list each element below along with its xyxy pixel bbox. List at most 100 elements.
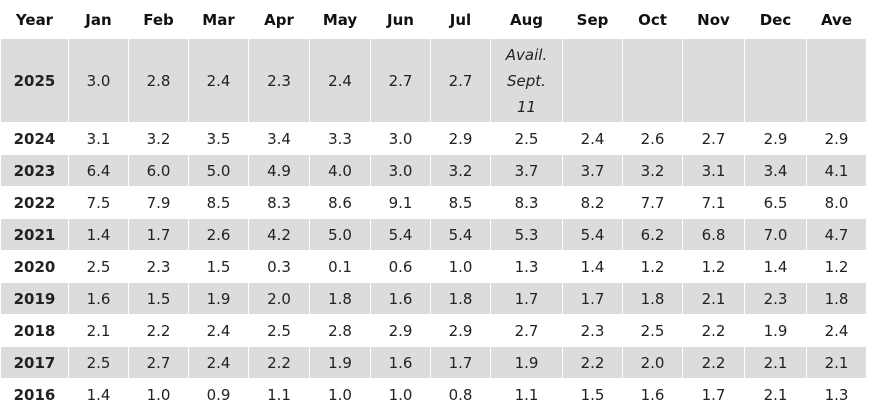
value-cell: 4.0	[309, 154, 371, 187]
value-cell: 8.5	[430, 186, 491, 219]
column-header: Jun	[370, 0, 431, 39]
value-cell: 3.4	[248, 122, 310, 155]
value-cell: 4.1	[806, 154, 867, 187]
value-cell: 2.2	[128, 314, 189, 347]
value-cell: 2.6	[188, 218, 249, 251]
value-cell: 1.9	[744, 314, 807, 347]
value-cell: 2.4	[188, 38, 249, 123]
value-cell: 0.6	[370, 250, 431, 283]
year-cell: 2017	[0, 346, 69, 379]
value-cell: 3.7	[490, 154, 563, 187]
value-cell: 2.2	[682, 314, 745, 347]
value-cell: 1.0	[430, 250, 491, 283]
value-cell: 1.9	[309, 346, 371, 379]
value-cell: 2.5	[68, 346, 129, 379]
year-cell: 2019	[0, 282, 69, 315]
value-cell: 2.3	[744, 282, 807, 315]
value-cell: 3.3	[309, 122, 371, 155]
value-cell: 2.5	[248, 314, 310, 347]
value-cell: 1.7	[128, 218, 189, 251]
value-cell: 8.6	[309, 186, 371, 219]
value-cell: 2.4	[562, 122, 623, 155]
value-cell: 9.1	[370, 186, 431, 219]
value-cell: 3.2	[622, 154, 683, 187]
value-cell: 2.7	[430, 38, 491, 123]
value-cell: 6.2	[622, 218, 683, 251]
year-cell: 2022	[0, 186, 69, 219]
value-cell: 2.4	[188, 314, 249, 347]
value-cell: 2.7	[128, 346, 189, 379]
value-cell: 1.6	[68, 282, 129, 315]
value-cell: 3.0	[370, 122, 431, 155]
value-cell: 2.7	[682, 122, 745, 155]
year-cell: 2023	[0, 154, 69, 187]
column-header: May	[309, 0, 371, 39]
value-cell: 2.1	[68, 314, 129, 347]
value-cell: 3.4	[744, 154, 807, 187]
year-cell: 2020	[0, 250, 69, 283]
value-cell: 1.2	[622, 250, 683, 283]
value-cell: 2.2	[562, 346, 623, 379]
table-row: 2017 2.5 2.7 2.4 2.2 1.9 1.6 1.7 1.9 2.2 2.0 2.2 2.1…	[0, 346, 867, 379]
value-cell: 2.4	[188, 346, 249, 379]
value-cell: 2.3	[248, 38, 310, 123]
value-cell: 1.7	[562, 282, 623, 315]
value-cell: 4.9	[248, 154, 310, 187]
value-cell: 2.7	[490, 314, 563, 347]
header-row: Year Jan Feb Mar Apr May Jun Jul Aug Sep Oct Nov Dec…	[0, 0, 867, 39]
value-cell: 6.8	[682, 218, 745, 251]
column-header: Oct	[622, 0, 683, 39]
value-cell: 1.9	[490, 346, 563, 379]
value-cell: 7.0	[744, 218, 807, 251]
value-cell: 2.0	[248, 282, 310, 315]
value-cell: 1.5	[128, 282, 189, 315]
table-row: 2023 6.4 6.0 5.0 4.9 4.0 3.0 3.2 3.7 3.7 3.2 3.1 3.4…	[0, 154, 867, 187]
value-cell: 5.0	[309, 218, 371, 251]
value-cell: 1.8	[806, 282, 867, 315]
empty-cell	[806, 38, 867, 123]
value-cell: 8.2	[562, 186, 623, 219]
value-cell: 3.0	[68, 38, 129, 123]
value-cell: 1.9	[188, 282, 249, 315]
value-cell: 8.3	[248, 186, 310, 219]
value-cell: 2.5	[622, 314, 683, 347]
value-cell: 1.7	[490, 282, 563, 315]
value-cell: 1.4	[744, 250, 807, 283]
value-cell: 2.6	[622, 122, 683, 155]
empty-cell	[562, 38, 623, 123]
value-cell: 2.4	[806, 314, 867, 347]
value-cell: 3.1	[682, 154, 745, 187]
value-cell: 2.9	[430, 314, 491, 347]
value-cell: 1.4	[68, 218, 129, 251]
column-header: Jul	[430, 0, 491, 39]
value-cell: 8.3	[490, 186, 563, 219]
value-cell: 1.2	[806, 250, 867, 283]
empty-cell	[682, 38, 745, 123]
value-cell: 5.0	[188, 154, 249, 187]
value-cell: 3.7	[562, 154, 623, 187]
value-cell: 5.3	[490, 218, 563, 251]
value-cell: 2.5	[68, 250, 129, 283]
table-body: 2025 3.0 2.8 2.4 2.3 2.4 2.7 2.7 Avail. Sept. 11…	[0, 38, 867, 411]
value-cell: 2.9	[430, 122, 491, 155]
note-cell: Avail. Sept. 11	[490, 38, 563, 123]
value-cell: 1.8	[309, 282, 371, 315]
value-cell: 0.1	[309, 250, 371, 283]
value-cell: 4.2	[248, 218, 310, 251]
value-cell: 3.0	[370, 154, 431, 187]
empty-cell	[744, 38, 807, 123]
availability-note: Avail. Sept. 11	[505, 45, 548, 116]
table-row: 2016 1.4 1.0 0.9 1.1 1.0 1.0 0.8 1.1 1.5 1.6 1.7 2.1…	[0, 378, 867, 411]
value-cell: 7.7	[622, 186, 683, 219]
table-row: 2024 3.1 3.2 3.5 3.4 3.3 3.0 2.9 2.5 2.4 2.6 2.7 2.9…	[0, 122, 867, 155]
value-cell: 2.8	[128, 38, 189, 123]
value-cell: 7.9	[128, 186, 189, 219]
value-cell: 8.0	[806, 186, 867, 219]
empty-cell	[622, 38, 683, 123]
column-header: Feb	[128, 0, 189, 39]
column-header: Sep	[562, 0, 623, 39]
value-cell: 3.2	[128, 122, 189, 155]
value-cell: 1.8	[622, 282, 683, 315]
value-cell: 2.5	[490, 122, 563, 155]
